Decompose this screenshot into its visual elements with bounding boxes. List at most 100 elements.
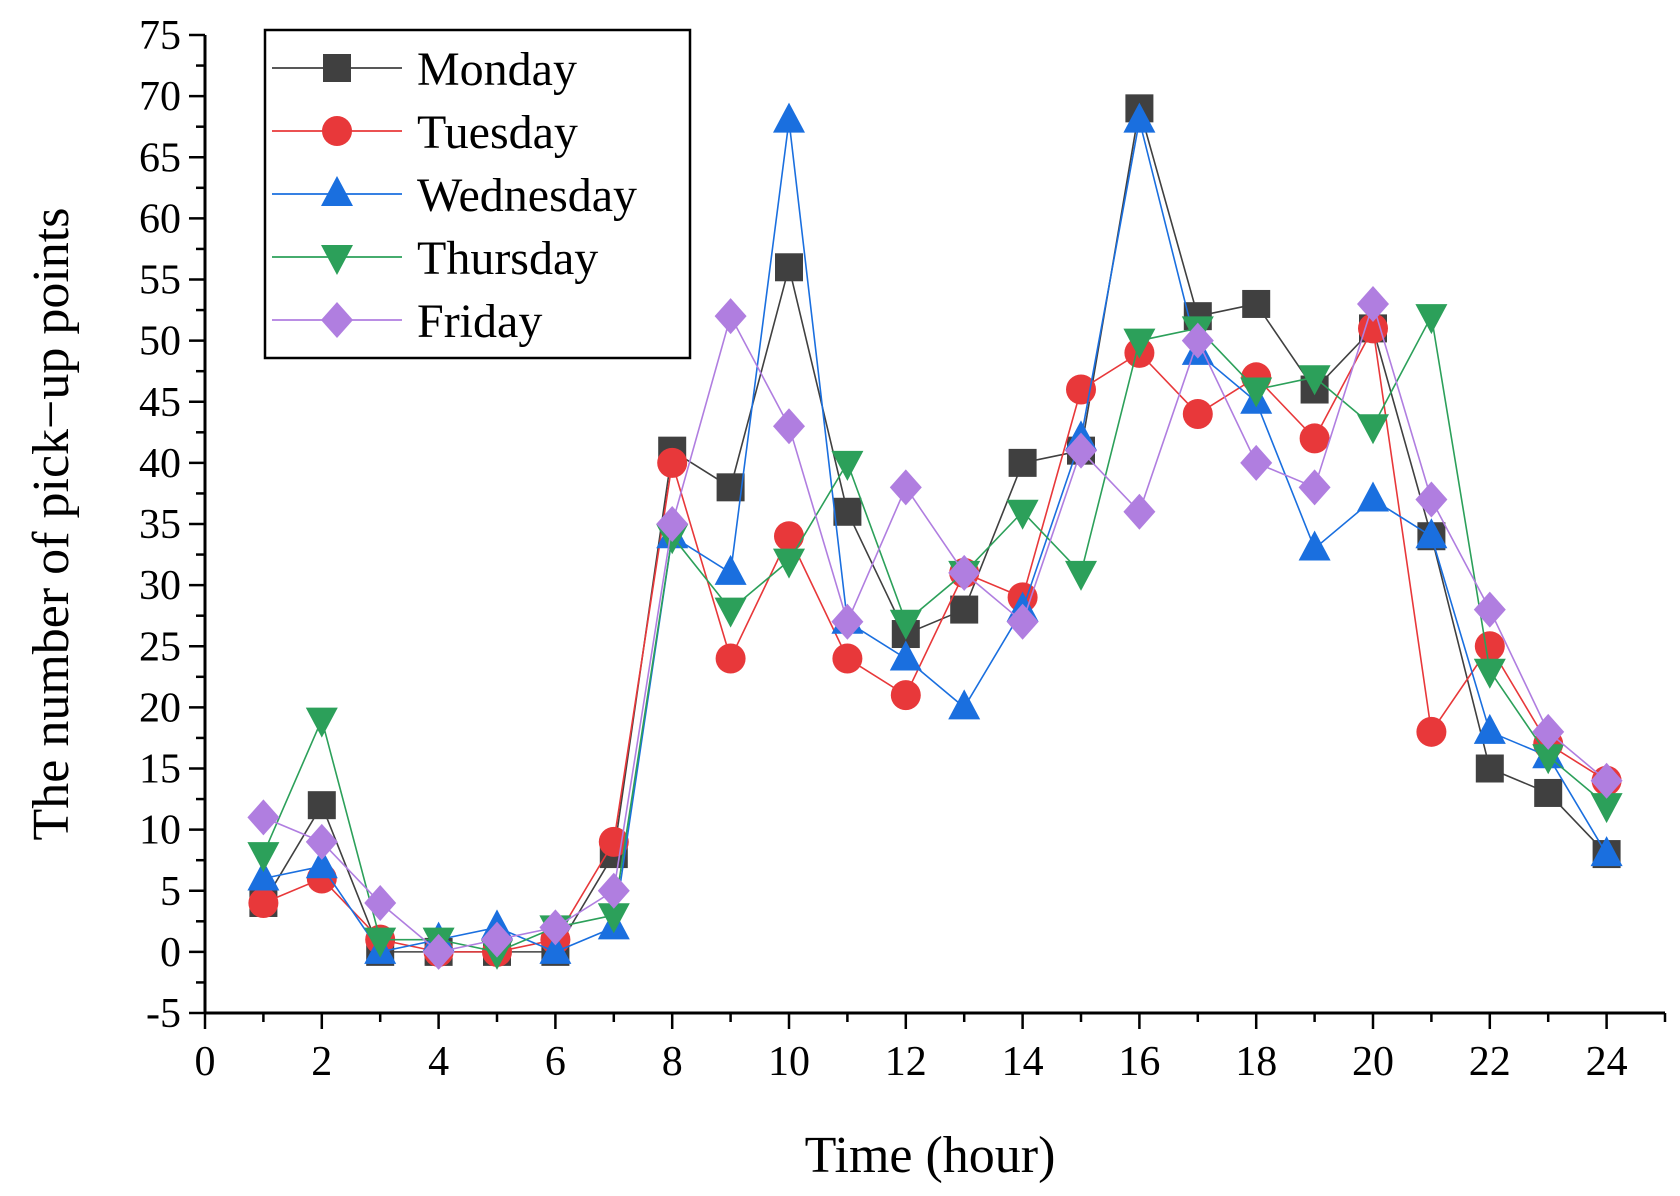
- x-tick-label: 6: [545, 1039, 566, 1085]
- series-friday: [247, 285, 1623, 970]
- x-tick-label: 16: [1118, 1039, 1160, 1085]
- data-point-friday: [831, 603, 864, 640]
- legend-item-monday: Monday: [272, 43, 577, 96]
- y-tick-label: 40: [139, 441, 181, 487]
- data-point-wednesday: [773, 102, 805, 133]
- data-point-tuesday: [1182, 398, 1213, 429]
- data-point-thursday: [597, 903, 630, 934]
- data-point-thursday: [831, 450, 864, 481]
- data-point-thursday: [247, 842, 280, 873]
- data-point-friday: [1357, 285, 1389, 322]
- data-point-friday: [1123, 493, 1156, 530]
- legend-marker-thursday: [321, 245, 353, 275]
- data-point-monday: [833, 497, 862, 526]
- data-point-friday: [1590, 762, 1623, 799]
- data-point-friday: [656, 506, 689, 542]
- data-point-tuesday: [1358, 313, 1388, 344]
- data-point-thursday: [1065, 560, 1097, 591]
- data-point-friday: [539, 909, 572, 946]
- x-tick-label: 4: [428, 1039, 449, 1085]
- data-point-monday: [950, 595, 979, 624]
- y-tick-label: 75: [139, 13, 181, 59]
- legend-marker-friday: [321, 302, 353, 338]
- legend-marker-tuesday: [322, 116, 352, 146]
- legend-item-thursday: Thursday: [272, 232, 598, 285]
- data-point-friday: [1473, 591, 1506, 628]
- y-tick-label: 50: [139, 319, 181, 365]
- data-point-thursday: [1240, 377, 1273, 408]
- data-point-thursday: [305, 707, 338, 738]
- y-tick-label: 10: [139, 808, 181, 854]
- data-point-tuesday: [657, 447, 688, 478]
- data-point-monday: [1008, 448, 1037, 477]
- data-point-friday: [364, 884, 397, 921]
- data-point-friday: [305, 823, 338, 860]
- x-tick-label: 18: [1235, 1039, 1277, 1085]
- data-point-thursday: [773, 548, 805, 579]
- data-point-thursday: [714, 597, 747, 628]
- data-point-friday: [948, 554, 981, 591]
- y-tick-label: 25: [139, 624, 181, 670]
- data-point-tuesday: [598, 826, 629, 857]
- data-point-wednesday: [539, 933, 572, 964]
- data-point-friday: [714, 298, 747, 335]
- x-tick-label: 0: [195, 1039, 216, 1085]
- data-point-tuesday: [832, 643, 863, 674]
- data-point-friday: [1006, 603, 1039, 640]
- x-tick-label: 20: [1352, 1039, 1394, 1085]
- x-tick-label: 22: [1469, 1039, 1511, 1085]
- y-tick-label: 70: [139, 74, 181, 120]
- data-point-thursday: [889, 609, 922, 640]
- x-tick-label: 24: [1586, 1039, 1628, 1085]
- data-point-tuesday: [1416, 716, 1447, 747]
- series-line-friday: [263, 301, 1608, 953]
- x-tick-label: 8: [662, 1039, 683, 1085]
- data-point-friday: [481, 921, 513, 958]
- legend-label-wednesday: Wednesday: [417, 169, 637, 222]
- data-point-friday: [1298, 469, 1331, 506]
- legend-label-monday: Monday: [417, 43, 577, 96]
- data-point-monday: [1534, 778, 1563, 807]
- y-tick-label: 45: [139, 380, 181, 426]
- data-point-monday: [307, 791, 336, 820]
- legend-label-tuesday: Tuesday: [417, 106, 578, 159]
- data-point-tuesday: [1474, 631, 1505, 662]
- data-point-friday: [1415, 481, 1448, 518]
- legend: Monday Tuesday Wednesday Thursday Friday: [263, 28, 692, 360]
- data-point-friday: [597, 872, 630, 909]
- y-axis-title: The number of pick−up points: [23, 208, 80, 841]
- data-point-tuesday: [715, 643, 746, 674]
- data-point-friday: [422, 933, 455, 970]
- data-point-friday: [1532, 713, 1565, 750]
- x-tick-label: 12: [885, 1039, 927, 1085]
- axes: 0 2 4 6 8 10 12 14 16 18 20 22 24-505101520253035404…: [139, 13, 1667, 1085]
- data-point-thursday: [1123, 328, 1156, 359]
- legend-item-friday: Friday: [272, 295, 542, 348]
- data-point-wednesday: [889, 640, 922, 671]
- data-point-thursday: [1590, 793, 1623, 824]
- y-tick-label: 15: [139, 747, 181, 793]
- series-tuesday: [248, 313, 1622, 967]
- data-point-friday: [889, 469, 922, 506]
- legend-item-wednesday: Wednesday: [272, 169, 637, 222]
- data-point-thursday: [1415, 304, 1448, 335]
- series-line-tuesday: [263, 325, 1608, 953]
- data-point-wednesday: [1357, 481, 1389, 512]
- data-point-friday: [1065, 432, 1097, 469]
- series-layer: [247, 94, 1623, 970]
- data-point-tuesday: [1299, 423, 1330, 454]
- data-point-wednesday: [1473, 713, 1506, 744]
- data-point-tuesday: [890, 680, 921, 711]
- data-point-wednesday: [1590, 836, 1623, 867]
- data-point-wednesday: [305, 848, 338, 879]
- legend-marker-monday: [323, 54, 351, 82]
- data-point-friday: [247, 799, 280, 836]
- y-tick-label: 60: [139, 196, 181, 242]
- y-tick-label: 65: [139, 135, 181, 181]
- data-point-thursday: [1473, 658, 1506, 689]
- data-point-friday: [773, 408, 805, 445]
- data-point-thursday: [1532, 744, 1565, 775]
- series-thursday: [247, 304, 1623, 970]
- data-point-monday: [1475, 754, 1504, 783]
